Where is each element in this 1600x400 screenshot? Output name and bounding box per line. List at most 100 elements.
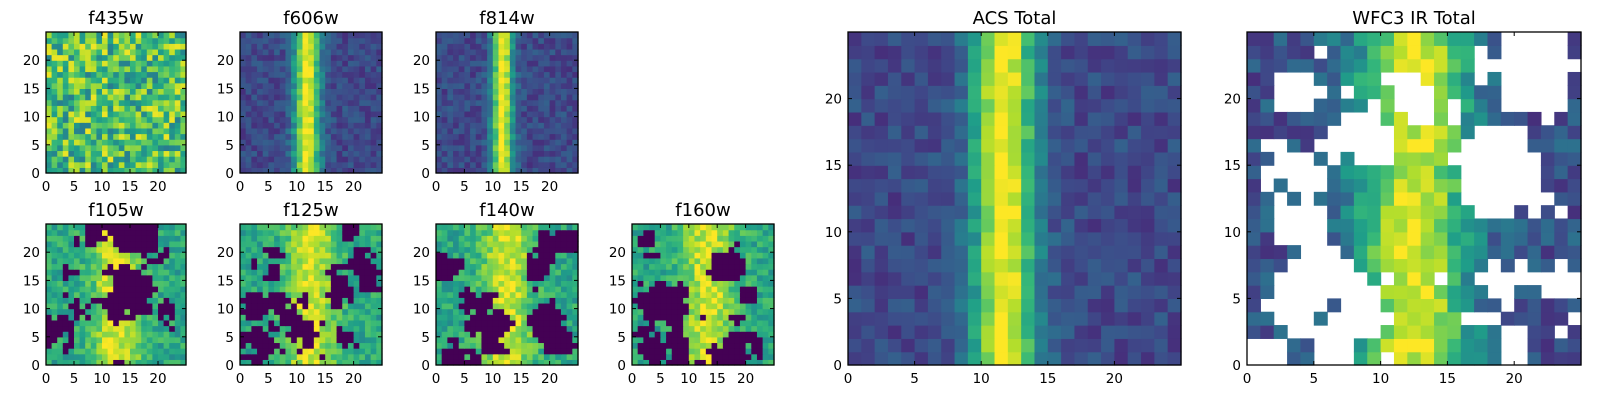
heatmap-cell: [325, 105, 332, 112]
heatmap-cell: [163, 127, 170, 135]
heatmap-cell: [453, 274, 460, 281]
heatmap-cell: [734, 353, 741, 360]
heatmap-cell: [135, 43, 142, 50]
y-tick-label: 5: [225, 330, 234, 346]
heatmap-cell: [245, 88, 252, 95]
heatmap-cell: [79, 139, 86, 146]
heatmap-cell: [981, 311, 996, 326]
heatmap-cell: [313, 308, 321, 315]
heatmap-cell: [146, 161, 153, 168]
heatmap-cell: [57, 99, 64, 106]
heatmap-cell: [637, 342, 644, 349]
panel-title: f435w: [88, 8, 143, 29]
heatmap-cell: [279, 48, 287, 56]
heatmap-cell: [342, 263, 349, 270]
heatmap-cell: [994, 218, 1009, 233]
heatmap-cell: [285, 99, 292, 106]
heatmap-cell: [51, 269, 58, 276]
heatmap-cell: [308, 353, 315, 360]
heatmap-cell: [118, 43, 125, 50]
heatmap-cell: [302, 88, 309, 95]
heatmap-cell: [666, 342, 673, 349]
heatmap-cell: [470, 37, 477, 44]
heatmap-cell: [51, 280, 58, 287]
heatmap-cell: [756, 240, 764, 248]
heatmap-cell: [728, 331, 735, 338]
heatmap-cell: [62, 240, 69, 248]
heatmap-cell: [285, 286, 292, 293]
heatmap-cell: [515, 291, 522, 298]
heatmap-cell: [453, 331, 460, 338]
heatmap-cell: [245, 319, 252, 327]
heatmap-cell: [240, 71, 247, 78]
heatmap-cell: [643, 331, 650, 338]
heatmap-cell: [1167, 245, 1182, 260]
heatmap-cell: [74, 60, 81, 67]
heatmap-cell: [515, 110, 522, 118]
heatmap-cell: [566, 139, 573, 146]
heatmap-cell: [313, 257, 321, 265]
heatmap-cell: [107, 167, 114, 174]
heatmap-cell: [74, 263, 81, 270]
heatmap-cell: [146, 139, 153, 146]
heatmap-cell: [353, 252, 360, 259]
heatmap-cell: [113, 308, 120, 315]
heatmap-cell: [313, 314, 321, 321]
heatmap-cell: [532, 274, 539, 281]
heatmap-cell: [1021, 191, 1036, 206]
heatmap-cell: [654, 331, 661, 338]
heatmap-cell: [436, 161, 443, 168]
heatmap-cell: [169, 71, 176, 78]
heatmap-cell: [46, 167, 53, 174]
heatmap-cell: [717, 269, 724, 276]
heatmap-cell: [51, 82, 58, 89]
heatmap-cell: [141, 336, 148, 344]
heatmap-cell: [756, 353, 764, 360]
heatmap-cell: [572, 319, 579, 327]
heatmap-cell: [102, 325, 109, 332]
heatmap-cell: [660, 291, 667, 298]
heatmap-cell: [861, 325, 876, 339]
heatmap-cell: [158, 359, 165, 366]
heatmap-cell: [504, 94, 511, 101]
heatmap-cell: [458, 139, 465, 146]
heatmap-cell: [1007, 218, 1022, 233]
heatmap-cell: [302, 336, 309, 344]
heatmap-cell: [660, 274, 667, 281]
heatmap-cell: [572, 308, 579, 315]
heatmap-cell: [342, 252, 349, 259]
heatmap-cell: [492, 229, 500, 236]
heatmap-cell: [68, 246, 75, 253]
heatmap-cell: [654, 263, 661, 270]
heatmap-cell: [637, 359, 644, 366]
heatmap-cell: [475, 65, 483, 73]
heatmap-cell: [141, 331, 148, 338]
heatmap-cell: [262, 48, 269, 56]
heatmap-cell: [654, 336, 661, 344]
heatmap-cell: [711, 348, 718, 355]
heatmap-cell: [901, 258, 916, 273]
heatmap-cell: [447, 71, 454, 78]
heatmap-cell: [722, 286, 730, 293]
heatmap-cell: [158, 314, 165, 321]
heatmap-cell: [359, 88, 366, 95]
heatmap-cell: [549, 94, 556, 101]
heatmap-cell: [319, 353, 326, 360]
heatmap-cell: [643, 308, 650, 315]
heatmap-cell: [124, 240, 131, 248]
heatmap-cell: [268, 224, 275, 231]
heatmap-cell: [532, 302, 539, 310]
heatmap-cell: [543, 156, 551, 163]
heatmap-cell: [1127, 245, 1142, 260]
heatmap-cell: [135, 353, 142, 360]
heatmap-cell: [509, 325, 517, 332]
heatmap-cell: [118, 319, 125, 327]
heatmap-cell: [85, 240, 92, 248]
heatmap-cell: [370, 359, 377, 366]
heatmap-cell: [1127, 298, 1142, 313]
heatmap-cell: [526, 122, 534, 129]
heatmap-cell: [359, 342, 366, 349]
heatmap-cell: [79, 240, 86, 248]
heatmap-cell: [981, 298, 996, 313]
heatmap-cell: [96, 133, 103, 140]
